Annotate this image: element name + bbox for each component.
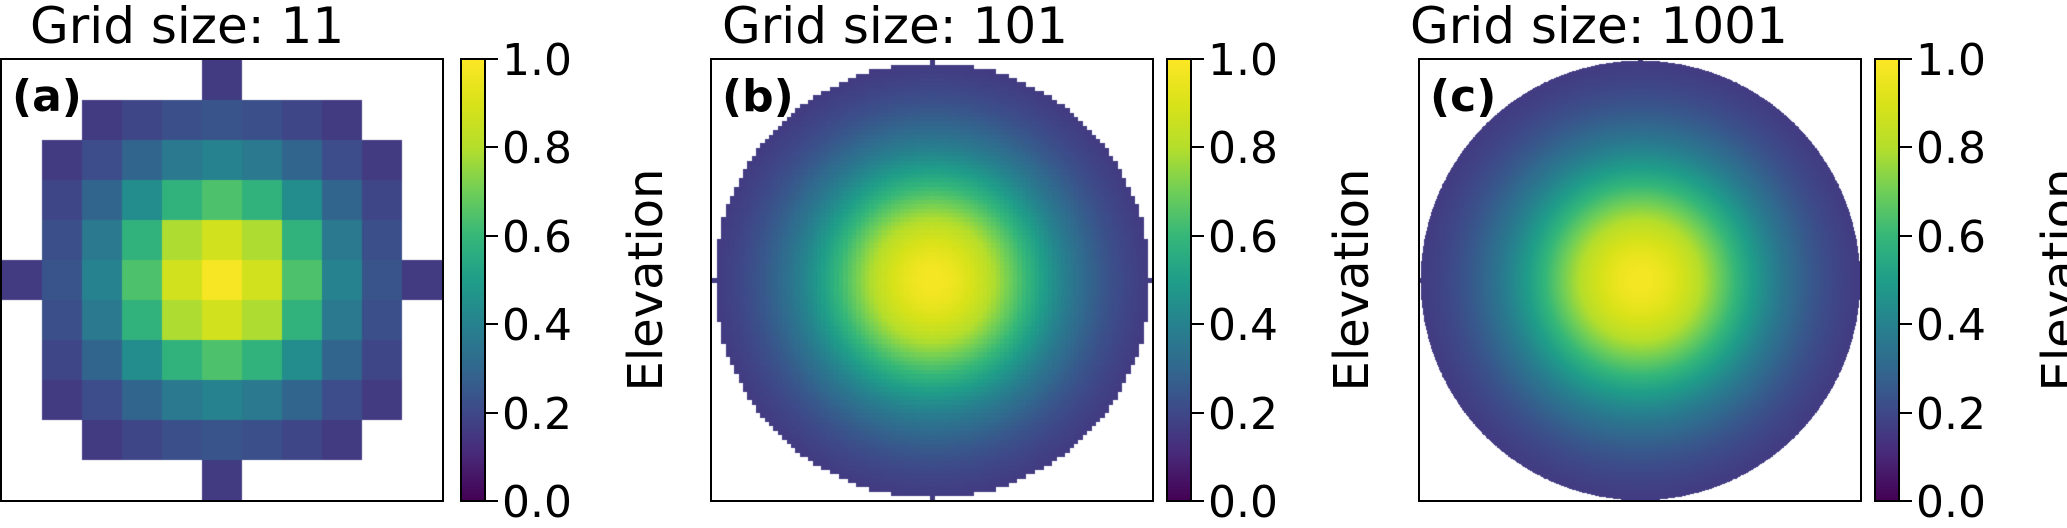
colorbar-tick-label: 1.0 [1916,35,1986,86]
heatmap-image [1420,60,1860,500]
colorbar-tick [486,146,498,149]
colorbar-tick-label: 0.0 [1916,477,1986,528]
panel-a: Grid size: 11 (a) 0.0 0.2 0.4 0.6 0.8 1.0 Ele… [0,0,690,528]
heatmap-axes: (a) [0,58,444,502]
colorbar-tick [1192,323,1204,326]
colorbar-tick [1900,146,1912,149]
colorbar-tick-label: 0.4 [1208,300,1278,352]
panel-b: Grid size: 101 (b) 0.0 0.2 0.4 0.6 0.8 1.0 El… [710,0,1400,528]
colorbar-tick-label: 0.0 [1208,477,1278,528]
colorbar-tick-label: 0.6 [1208,211,1278,263]
colorbar-label: Elevation [2032,168,2067,392]
colorbar-label: Elevation [1324,168,1380,392]
colorbar-tick [1900,58,1912,60]
colorbar-tick [1900,323,1912,326]
panel-title: Grid size: 11 [30,0,345,55]
colorbar [1874,58,1900,502]
colorbar-tick [1192,58,1204,60]
heatmap-image [2,60,442,500]
colorbar-tick [486,500,498,502]
colorbar-label: Elevation [618,168,674,392]
colorbar-tick-label: 0.8 [1208,123,1278,175]
panel-label: (c) [1430,71,1497,122]
colorbar-tick-label: 0.4 [1916,300,1986,352]
colorbar-tick-label: 0.4 [502,300,572,352]
colorbar-tick-label: 0.0 [502,477,572,528]
colorbar-tick-label: 0.2 [1916,388,1986,440]
colorbar-tick [486,323,498,326]
panel-title: Grid size: 1001 [1410,0,1788,55]
colorbar-tick [1900,234,1912,237]
heatmap-axes: (c) [1418,58,1862,502]
colorbar-tick [486,411,498,414]
colorbar-tick-label: 0.2 [502,388,572,440]
colorbar-tick-label: 0.8 [1916,123,1986,175]
colorbar-tick [1900,411,1912,414]
colorbar-tick [486,58,498,60]
panel-label: (b) [722,71,794,122]
colorbar-tick [1192,146,1204,149]
panel-title: Grid size: 101 [722,0,1068,55]
panel-c: Grid size: 1001 (c) 0.0 0.2 0.4 0.6 0.8 1.0 E… [1410,0,2067,528]
colorbar-tick-label: 0.6 [1916,211,1986,263]
colorbar-tick-label: 1.0 [502,35,572,86]
heatmap-image [712,60,1152,500]
colorbar-tick [1900,500,1912,502]
panel-label: (a) [12,71,82,122]
colorbar-tick [1192,411,1204,414]
colorbar [460,58,486,502]
colorbar-tick-label: 0.2 [1208,388,1278,440]
colorbar-tick-label: 0.6 [502,211,572,263]
colorbar-tick [1192,500,1204,502]
colorbar [1166,58,1192,502]
heatmap-axes: (b) [710,58,1154,502]
colorbar-tick-label: 1.0 [1208,35,1278,86]
colorbar-tick [1192,234,1204,237]
colorbar-tick [486,234,498,237]
colorbar-tick-label: 0.8 [502,123,572,175]
